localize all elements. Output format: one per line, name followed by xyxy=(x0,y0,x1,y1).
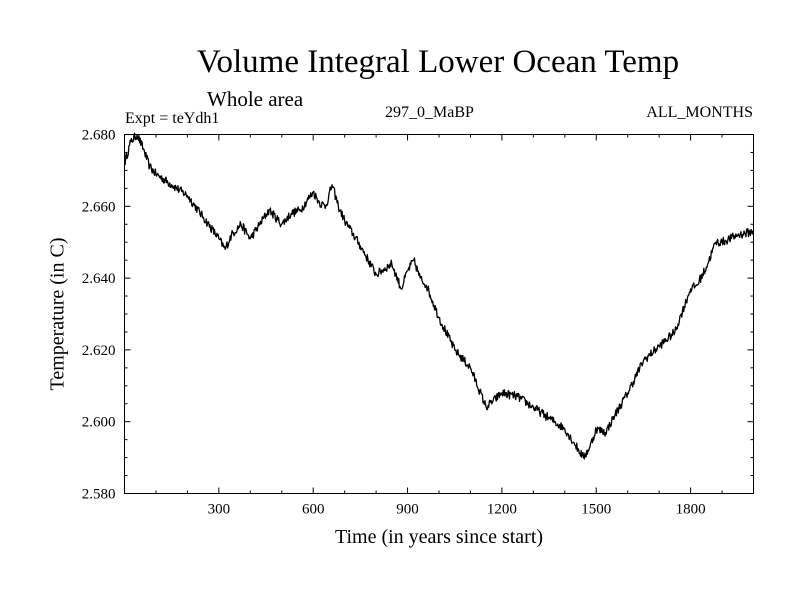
chart-title: Volume Integral Lower Ocean Temp xyxy=(196,44,680,80)
y-tick-label: 2.620 xyxy=(82,343,116,359)
x-tick-label: 300 xyxy=(208,502,231,518)
plot-frame xyxy=(124,134,754,494)
series-group xyxy=(123,132,754,460)
axis-ticks: 300 600 900 1200 1500 1800 2.580 2.600 2.620 2.64… xyxy=(82,128,754,518)
x-tick-label: 1200 xyxy=(487,502,517,518)
y-tick-label: 2.580 xyxy=(82,487,116,503)
experiment-label: Expt = teYdh1 xyxy=(125,110,220,127)
x-tick-label: 900 xyxy=(396,502,419,518)
series-line xyxy=(123,132,754,460)
y-tick-label: 2.600 xyxy=(82,415,116,431)
chart-subtitle: Whole area xyxy=(207,87,304,111)
run-label: 297_0_MaBP xyxy=(385,104,474,121)
y-tick-label: 2.660 xyxy=(82,199,116,215)
y-tick-label: 2.640 xyxy=(82,271,116,287)
y-tick-label: 2.680 xyxy=(82,128,116,144)
x-axis-label: Time (in years since start) xyxy=(334,526,544,548)
x-tick-label: 1500 xyxy=(581,502,611,518)
x-tick-label: 1800 xyxy=(676,502,706,518)
months-label: ALL_MONTHS xyxy=(646,104,753,121)
x-tick-label: 600 xyxy=(302,502,325,518)
